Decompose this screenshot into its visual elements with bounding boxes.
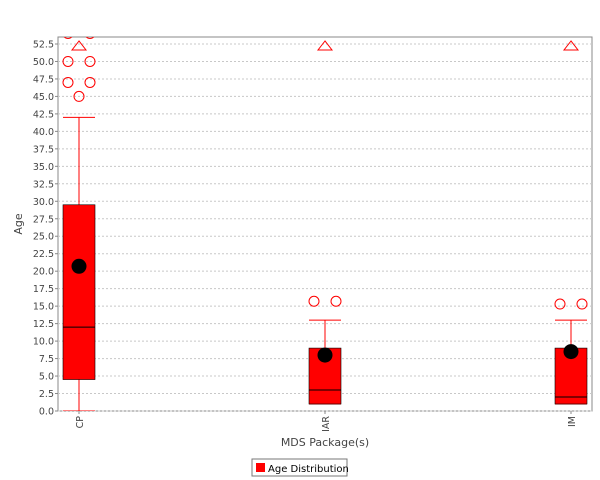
- legend: Age Distribution: [251, 458, 349, 477]
- outlier-point: [73, 90, 85, 102]
- y-axis: 0.0 2.5 5.0 7.5 10.0 12.5 15.0 17.5 20.0 22.5 25.0…: [33, 39, 58, 418]
- y-tick-label: 0.0: [39, 407, 54, 418]
- x-tick-label: CP: [75, 416, 86, 429]
- outlier-markers: [62, 37, 588, 310]
- box: [62, 204, 96, 380]
- x-axis-title: MDS Package(s): [281, 436, 369, 449]
- mean-marker: [563, 344, 579, 360]
- outlier-point: [62, 55, 74, 67]
- outlier-point: [554, 298, 566, 310]
- far-outlier-marker: [316, 40, 334, 51]
- outlier-point: [85, 37, 95, 40]
- y-tick-label: 50.0: [33, 57, 54, 68]
- outlier-point: [330, 295, 342, 307]
- y-tick-label: 37.5: [33, 144, 54, 155]
- outlier-point: [84, 76, 96, 88]
- y-tick-label: 2.5: [39, 389, 54, 400]
- outlier-point: [63, 37, 73, 40]
- y-tick-label: 15.0: [33, 302, 54, 313]
- mean-marker: [71, 258, 87, 274]
- outlier-point: [62, 76, 74, 88]
- y-tick-label: 7.5: [39, 354, 54, 365]
- outlier-point: [308, 295, 320, 307]
- y-tick-label: 17.5: [33, 284, 54, 295]
- y-tick-label: 52.5: [33, 39, 54, 50]
- y-tick-label: 42.5: [33, 109, 54, 120]
- x-tick-label: IAR: [321, 416, 332, 432]
- gridlines: [58, 43, 592, 412]
- far-outlier-marker: [70, 40, 88, 51]
- y-tick-label: 35.0: [33, 162, 54, 173]
- legend-frame: [251, 458, 348, 477]
- y-tick-label: 5.0: [39, 372, 54, 383]
- legend-swatch: [256, 463, 265, 472]
- far-outlier-marker: [562, 40, 580, 51]
- y-tick-label: 22.5: [33, 249, 54, 260]
- y-tick-label: 10.0: [33, 337, 54, 348]
- y-tick-label: 20.0: [33, 267, 54, 278]
- y-tick-label: 30.0: [33, 197, 54, 208]
- y-tick-label: 25.0: [33, 232, 54, 243]
- y-tick-label: 47.5: [33, 74, 54, 85]
- outlier-point: [84, 55, 96, 67]
- y-tick-label: 40.0: [33, 127, 54, 138]
- y-tick-label: 45.0: [33, 92, 54, 103]
- x-axis: CP IAR IM: [75, 411, 578, 432]
- y-axis-title: Age: [12, 213, 25, 235]
- outlier-point: [576, 298, 588, 310]
- y-tick-label: 27.5: [33, 214, 54, 225]
- y-tick-label: 32.5: [33, 179, 54, 190]
- legend-label: Age Distribution: [268, 464, 349, 475]
- x-tick-label: IM: [567, 416, 578, 427]
- y-tick-label: 12.5: [33, 319, 54, 330]
- box-series: [62, 116, 588, 411]
- mean-marker: [317, 347, 333, 363]
